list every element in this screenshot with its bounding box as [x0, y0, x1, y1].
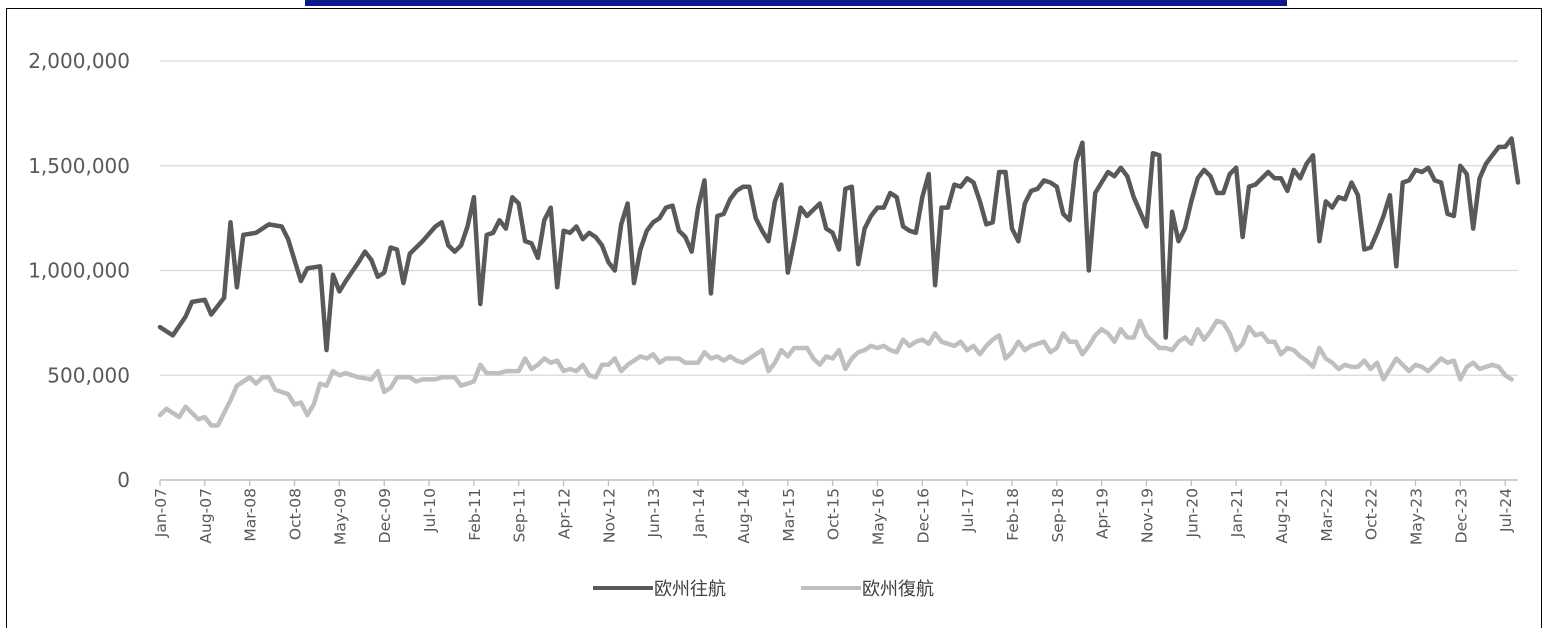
y-tick-label: 1,000,000 [28, 259, 130, 283]
x-tick-label: Jul-24 [1497, 488, 1515, 533]
x-tick-label: May-23 [1408, 488, 1426, 545]
header-bar [305, 0, 1287, 6]
gridlines [160, 60, 1518, 376]
x-tick-label: Aug-07 [197, 488, 215, 544]
legend-label-outbound: 欧州往航 [654, 579, 726, 600]
y-tick-label: 1,500,000 [28, 154, 130, 178]
x-tick-label: Oct-15 [825, 488, 843, 540]
x-axis: Jan-07 Aug-07 Mar-08 Oct-08 May-09 Dec-09 Jul-… [152, 479, 1518, 545]
x-tick-label: Nov-19 [1138, 488, 1156, 543]
x-tick-label: Dec-09 [376, 488, 394, 543]
series-lines [157, 136, 1521, 428]
x-tick-label: Mar-15 [780, 488, 798, 542]
series-line-outbound [157, 136, 1521, 353]
x-tick-label: Mar-08 [242, 488, 260, 542]
x-tick-label: Jan-21 [1228, 488, 1246, 538]
x-tick-label: Oct-08 [287, 488, 305, 540]
x-tick-label: Jan-14 [690, 488, 708, 538]
legend: 欧州往航 欧州復航 [593, 579, 934, 600]
x-tick-label: Dec-16 [914, 488, 932, 543]
y-tick-label: 2,000,000 [28, 49, 130, 73]
x-tick-label: Aug-21 [1273, 488, 1291, 544]
x-tick-label: Jul-10 [421, 488, 439, 533]
x-tick-label: Sep-11 [511, 488, 529, 543]
x-tick-label: Jul-17 [959, 488, 977, 533]
x-tick-label: May-09 [331, 488, 349, 545]
x-tick-label: Apr-19 [1094, 488, 1112, 539]
x-tick-label: Jan-07 [152, 488, 170, 538]
x-tick-label: Aug-14 [735, 488, 753, 544]
y-axis-tick-labels: 0 500,000 1,000,000 1,500,000 2,000,000 [28, 49, 130, 492]
x-tick-label: Mar-22 [1318, 488, 1336, 542]
x-tick-label: May-16 [869, 488, 887, 545]
x-tick-label: Nov-12 [600, 488, 618, 543]
x-tick-label: Sep-18 [1049, 488, 1067, 543]
x-tick-label: Jun-13 [645, 488, 663, 539]
x-tick-label: Oct-22 [1363, 488, 1381, 540]
y-tick-label: 500,000 [47, 363, 130, 387]
x-tick-label: Feb-11 [466, 488, 484, 541]
series-line-return [157, 318, 1514, 428]
x-tick-label: Dec-23 [1452, 488, 1470, 543]
x-tick-label: Apr-12 [556, 488, 574, 539]
x-tick-label: Jun-20 [1183, 488, 1201, 539]
y-tick-label: 0 [117, 468, 130, 492]
x-tick-label: Feb-18 [1004, 488, 1022, 541]
chart-frame [6, 8, 1542, 628]
legend-label-return: 欧州復航 [862, 579, 934, 600]
